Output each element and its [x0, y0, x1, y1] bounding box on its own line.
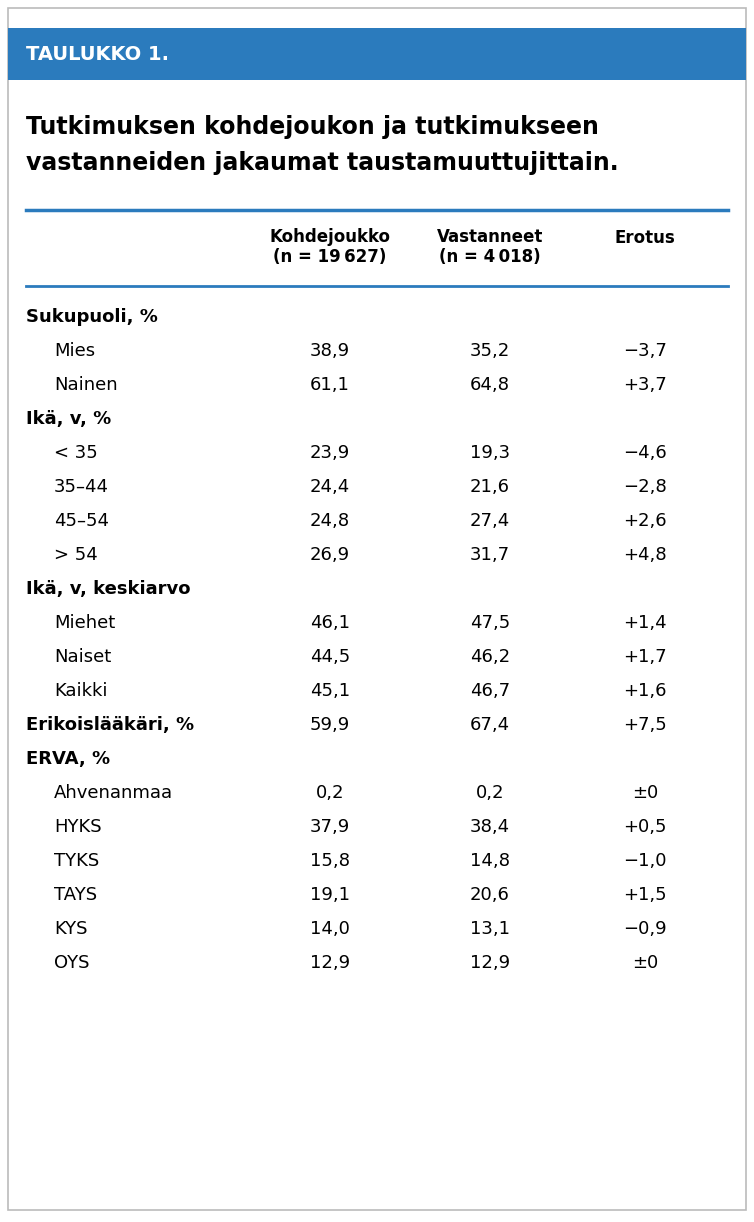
Text: 27,4: 27,4	[470, 512, 510, 530]
Text: Tutkimuksen kohdejoukon ja tutkimukseen: Tutkimuksen kohdejoukon ja tutkimukseen	[26, 115, 599, 139]
Text: +1,5: +1,5	[624, 886, 667, 904]
Text: 64,8: 64,8	[470, 376, 510, 393]
Text: 19,3: 19,3	[470, 444, 510, 462]
Text: +0,5: +0,5	[624, 818, 667, 836]
Text: ±0: ±0	[632, 954, 658, 971]
Text: 14,8: 14,8	[470, 852, 510, 870]
Text: Vastanneet: Vastanneet	[437, 229, 543, 246]
Text: 31,7: 31,7	[470, 546, 510, 565]
Text: HYKS: HYKS	[54, 818, 102, 836]
Text: −0,9: −0,9	[624, 920, 667, 938]
Text: 47,5: 47,5	[470, 613, 510, 632]
Text: +1,6: +1,6	[624, 682, 667, 700]
Text: > 54: > 54	[54, 546, 98, 565]
Text: TAULUKKO 1.: TAULUKKO 1.	[26, 44, 169, 64]
Text: +2,6: +2,6	[624, 512, 667, 530]
Text: −4,6: −4,6	[623, 444, 667, 462]
Text: 35–44: 35–44	[54, 478, 109, 496]
Text: 20,6: 20,6	[470, 886, 510, 904]
Text: −3,7: −3,7	[623, 342, 667, 360]
Text: 46,2: 46,2	[470, 648, 510, 666]
Text: 14,0: 14,0	[310, 920, 350, 938]
Text: 61,1: 61,1	[310, 376, 350, 393]
Text: 24,8: 24,8	[310, 512, 350, 530]
Text: Sukupuoli, %: Sukupuoli, %	[26, 308, 158, 326]
Text: 46,7: 46,7	[470, 682, 510, 700]
Text: 12,9: 12,9	[310, 954, 350, 971]
Text: Erotus: Erotus	[615, 229, 676, 247]
Text: Ikä, v, %: Ikä, v, %	[26, 411, 112, 428]
Text: < 35: < 35	[54, 444, 98, 462]
Text: Mies: Mies	[54, 342, 95, 360]
Text: 19,1: 19,1	[310, 886, 350, 904]
Text: +4,8: +4,8	[624, 546, 667, 565]
Text: Erikoislääkäri, %: Erikoislääkäri, %	[26, 716, 194, 734]
Text: Miehet: Miehet	[54, 613, 115, 632]
Text: vastanneiden jakaumat taustamuuttujittain.: vastanneiden jakaumat taustamuuttujittai…	[26, 152, 618, 175]
Text: +1,4: +1,4	[624, 613, 667, 632]
Text: 45–54: 45–54	[54, 512, 109, 530]
Text: 24,4: 24,4	[310, 478, 350, 496]
Text: 67,4: 67,4	[470, 716, 510, 734]
Text: 44,5: 44,5	[310, 648, 350, 666]
Text: OYS: OYS	[54, 954, 90, 971]
Text: TYKS: TYKS	[54, 852, 100, 870]
Text: 12,9: 12,9	[470, 954, 510, 971]
Text: Kaikki: Kaikki	[54, 682, 108, 700]
Text: ±0: ±0	[632, 785, 658, 802]
Text: (n = 19 627): (n = 19 627)	[273, 248, 387, 266]
Text: Ahvenanmaa: Ahvenanmaa	[54, 785, 173, 802]
Text: 37,9: 37,9	[310, 818, 350, 836]
Text: Nainen: Nainen	[54, 376, 118, 393]
Text: +7,5: +7,5	[623, 716, 667, 734]
Text: Ikä, v, keskiarvo: Ikä, v, keskiarvo	[26, 580, 191, 598]
Text: (n = 4 018): (n = 4 018)	[439, 248, 541, 266]
Text: −2,8: −2,8	[623, 478, 667, 496]
Text: 13,1: 13,1	[470, 920, 510, 938]
Text: 46,1: 46,1	[310, 613, 350, 632]
Text: +3,7: +3,7	[623, 376, 667, 393]
Text: 0,2: 0,2	[476, 785, 504, 802]
Text: 38,9: 38,9	[310, 342, 350, 360]
Text: 38,4: 38,4	[470, 818, 510, 836]
Text: Naiset: Naiset	[54, 648, 112, 666]
Text: KYS: KYS	[54, 920, 87, 938]
Text: 21,6: 21,6	[470, 478, 510, 496]
Text: 0,2: 0,2	[316, 785, 345, 802]
Text: 35,2: 35,2	[470, 342, 510, 360]
Text: +1,7: +1,7	[624, 648, 667, 666]
Text: 23,9: 23,9	[310, 444, 350, 462]
Bar	[8, 28, 746, 79]
Text: 15,8: 15,8	[310, 852, 350, 870]
Text: 26,9: 26,9	[310, 546, 350, 565]
Text: ERVA, %: ERVA, %	[26, 750, 110, 767]
Text: 45,1: 45,1	[310, 682, 350, 700]
Text: Kohdejoukko: Kohdejoukko	[269, 229, 391, 246]
Text: −1,0: −1,0	[624, 852, 667, 870]
Text: TAYS: TAYS	[54, 886, 97, 904]
Text: 59,9: 59,9	[310, 716, 350, 734]
